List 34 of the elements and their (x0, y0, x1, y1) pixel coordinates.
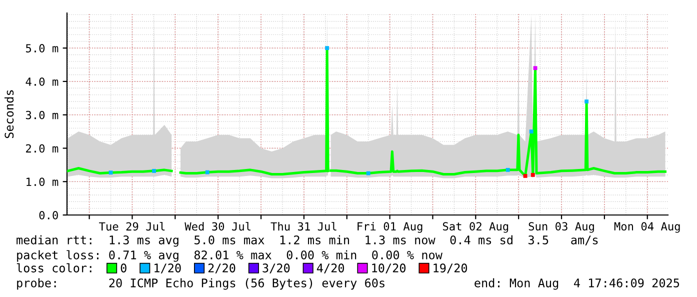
legend-label: 10/20 (372, 264, 406, 274)
text: probe: 20 ICMP Echo Pings (56 Bytes) every 60s (17, 278, 384, 290)
x-tick-label: Thu 31 Jul (270, 222, 336, 231)
legend-label: 1/20 (154, 264, 181, 274)
point (506, 168, 510, 172)
point (533, 66, 538, 70)
legend-label: 19/20 (434, 264, 468, 274)
y-tick-label: 5.0 m (26, 44, 58, 52)
legend-label: 3/20 (262, 264, 290, 274)
x-tick-label: Sun 03 Aug (528, 222, 594, 233)
point (529, 130, 534, 134)
y-tick-label: 4.0 m (26, 77, 58, 86)
point (325, 46, 330, 50)
y-axis-title: Seconds (4, 90, 14, 138)
y-tick-label: 1.0 m (26, 178, 58, 186)
text: end: Mon Aug 4 17:46:09 2025 (474, 278, 680, 290)
y-tick-label: 2.0 m (26, 144, 58, 153)
x-tick-label: Wed 30 Jul (184, 222, 250, 231)
point (205, 170, 210, 174)
x-tick-label: Tue 29 Jul (99, 222, 165, 231)
point (530, 172, 535, 177)
legend-label: 4/20 (316, 264, 344, 274)
x-tick-label: Fri 01 Aug (358, 222, 422, 233)
text: loss color: (16, 263, 92, 272)
text: packet loss: 0.71 % avg 82.01 % max 0.00 % min 0.00 % now (17, 250, 442, 262)
point (584, 100, 589, 104)
legend-label: 0 (120, 264, 126, 272)
y-tick-label: 3.0 m (26, 110, 58, 120)
y-tick-label: 0.0 (39, 211, 58, 220)
x-tick-label: Sat 02 Aug (442, 222, 508, 233)
x-tick-label: Mon 04 Aug (614, 222, 680, 233)
text: median rtt: 1.3 ms avg 5.0 ms max 1.2 ms min 1.3 ms now 0.4 ms sd 3.5 am/s (16, 235, 598, 247)
point (523, 174, 528, 178)
legend-label: 2/20 (208, 264, 236, 274)
